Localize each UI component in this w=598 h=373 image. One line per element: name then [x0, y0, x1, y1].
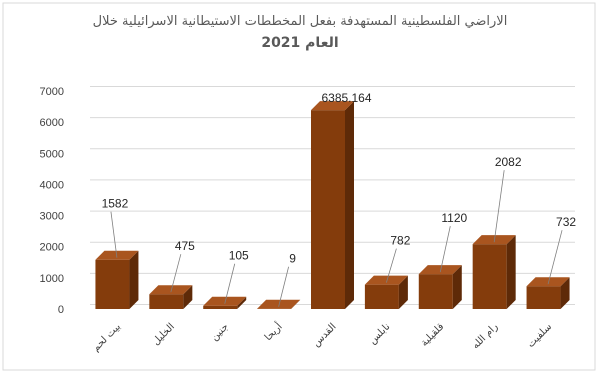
- y-tick-label: 6000: [40, 117, 64, 129]
- data-label: 105: [229, 249, 249, 263]
- data-label-leader: [493, 170, 505, 243]
- bar-top: [526, 277, 570, 287]
- data-label: 732: [556, 215, 576, 229]
- data-label-leader: [547, 230, 563, 285]
- data-label: 782: [390, 234, 410, 248]
- y-tick-label: 4000: [40, 179, 64, 191]
- bar: [418, 274, 453, 309]
- data-label: 6385.164: [321, 91, 371, 105]
- data-label: 9: [289, 252, 296, 266]
- data-label-leader: [439, 226, 451, 273]
- chart-title-line2: العام 2021: [261, 35, 338, 51]
- bars: [95, 101, 570, 309]
- bar-top: [257, 299, 301, 309]
- bar-top: [364, 275, 408, 285]
- bar-top: [311, 101, 354, 111]
- bar-side: [452, 265, 462, 309]
- bar-side: [183, 285, 193, 309]
- bar-top: [149, 285, 193, 295]
- data-label: 2082: [495, 155, 522, 169]
- bar-side: [237, 296, 247, 309]
- data-label-leader: [224, 263, 236, 304]
- bar-side: [291, 299, 301, 309]
- bar: [311, 110, 345, 309]
- y-tick-label: 5000: [40, 148, 64, 160]
- data-label: 475: [175, 239, 195, 253]
- bar-side: [560, 277, 570, 309]
- chart-title-line1: الاراضي الفلسطينية المستهدفة بفعل المخطط…: [93, 14, 508, 29]
- data-label-leader: [170, 254, 182, 293]
- data-label: 1582: [102, 197, 129, 211]
- bar: [364, 284, 399, 309]
- data-label-leader: [386, 248, 397, 283]
- bar-side: [129, 250, 139, 309]
- y-tick-label: 1000: [40, 273, 64, 285]
- data-label: 1120: [441, 211, 467, 225]
- y-axis-ticks: 0 1000 2000 3000 4000 5000 6000 7000: [40, 86, 64, 316]
- y-tick-label: 3000: [40, 211, 64, 223]
- bar-side: [506, 235, 516, 309]
- y-tick-label: 7000: [40, 86, 64, 98]
- data-label-leader: [110, 211, 118, 258]
- bar-top: [418, 265, 462, 275]
- bar: [149, 294, 184, 309]
- bar-side: [398, 275, 408, 309]
- bar-top: [203, 296, 247, 306]
- bar: [472, 244, 507, 309]
- y-tick-label: 0: [58, 304, 64, 316]
- bar: [203, 305, 238, 309]
- data-labels: 1582 475 105 9 6385.164 782 1120 2082 732: [102, 91, 576, 307]
- bar: [95, 259, 130, 309]
- data-label-leader: [278, 266, 289, 307]
- bar-side: [345, 101, 354, 309]
- y-tick-label: 2000: [40, 242, 64, 254]
- bar: [526, 286, 561, 309]
